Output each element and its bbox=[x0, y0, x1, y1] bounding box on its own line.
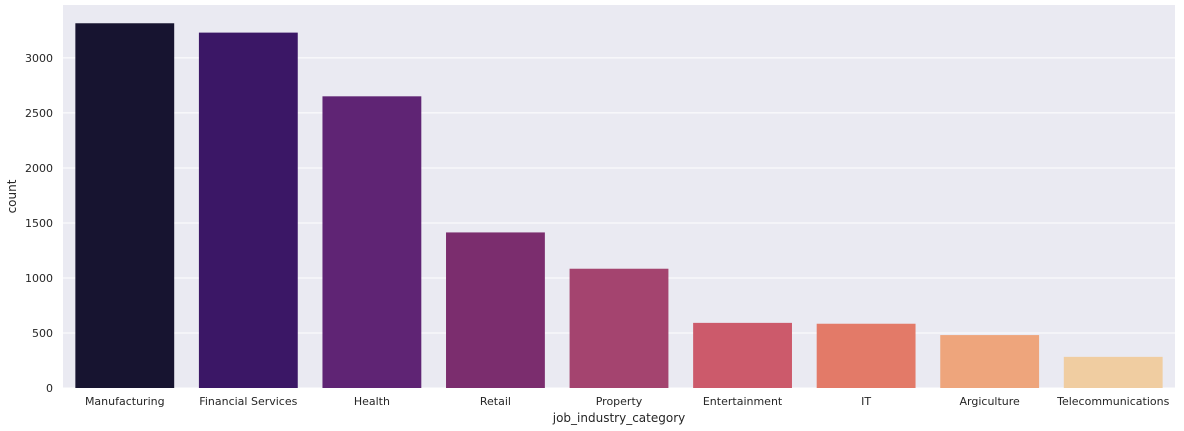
bar-retail bbox=[446, 232, 545, 388]
y-tick-labels: 0 500 1000 1500 2000 2500 3000 bbox=[25, 52, 53, 395]
bar-health bbox=[322, 96, 422, 388]
x-axis-label: job_industry_category bbox=[552, 411, 685, 425]
x-tick-label-property: Property bbox=[596, 395, 643, 408]
bars bbox=[75, 23, 1163, 389]
bar-argiculture bbox=[940, 335, 1040, 388]
x-tick-label-retail: Retail bbox=[480, 395, 511, 408]
y-axis-label: count bbox=[5, 179, 19, 213]
x-tick-label-entertainment: Entertainment bbox=[703, 395, 783, 408]
y-tick-label-4: 2000 bbox=[25, 162, 53, 175]
y-tick-label-0: 0 bbox=[46, 382, 53, 395]
x-tick-labels: Manufacturing Financial Services Health Ret… bbox=[85, 395, 1170, 408]
y-tick-label-3: 1500 bbox=[25, 217, 53, 230]
y-tick-label-1: 500 bbox=[32, 327, 53, 340]
x-tick-label-telecommunications: Telecommunications bbox=[1056, 395, 1170, 408]
y-tick-label-2: 1000 bbox=[25, 272, 53, 285]
bar-property bbox=[569, 268, 669, 388]
x-tick-label-manufacturing: Manufacturing bbox=[85, 395, 165, 408]
x-tick-label-financial-services: Financial Services bbox=[199, 395, 297, 408]
bar-manufacturing bbox=[75, 23, 175, 389]
x-tick-label-health: Health bbox=[354, 395, 390, 408]
bar-telecommunications bbox=[1063, 356, 1163, 388]
y-tick-label-6: 3000 bbox=[25, 52, 53, 65]
x-tick-label-argiculture: Argiculture bbox=[960, 395, 1021, 408]
bar-financial-services bbox=[198, 32, 298, 389]
bar-it bbox=[816, 323, 916, 388]
y-tick-label-5: 2500 bbox=[25, 107, 53, 120]
x-tick-label-it: IT bbox=[861, 395, 871, 408]
bar-entertainment bbox=[693, 322, 792, 388]
